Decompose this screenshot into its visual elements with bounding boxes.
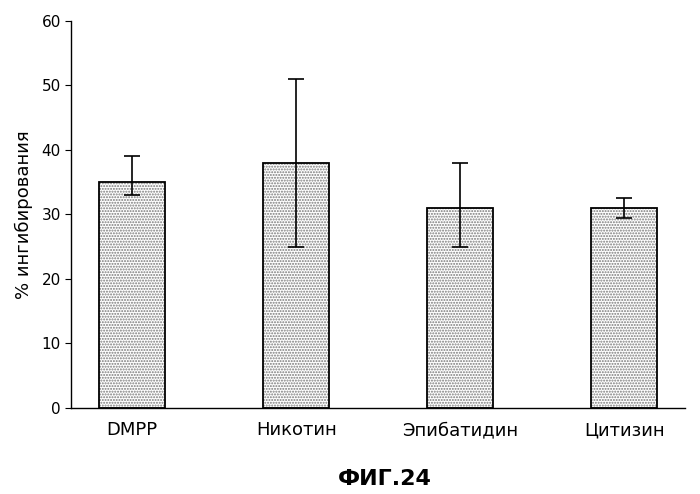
Bar	[592, 208, 657, 408]
Bar	[263, 163, 329, 408]
Bar	[428, 208, 493, 408]
Bar	[592, 208, 657, 408]
Bar	[99, 182, 165, 408]
Bar	[99, 182, 165, 408]
Y-axis label: % ингибирования: % ингибирования	[15, 130, 34, 298]
Bar	[263, 163, 329, 408]
Bar	[428, 208, 493, 408]
Text: ФИГ.24: ФИГ.24	[338, 469, 432, 489]
